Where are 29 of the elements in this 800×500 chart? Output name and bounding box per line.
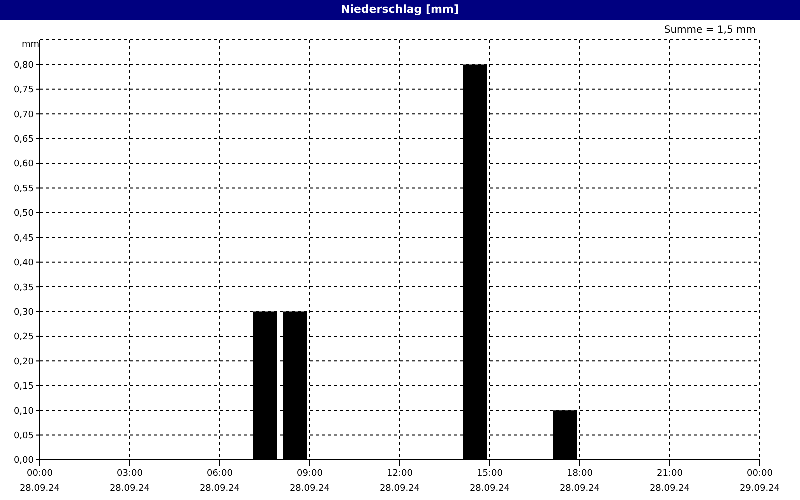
x-tick-label: 00:00 29.09.24 — [740, 469, 780, 494]
x-tick-label: 06:00 28.09.24 — [200, 469, 240, 494]
y-tick-label: 0,30 — [14, 308, 34, 318]
y-tick-label: 0,55 — [14, 184, 34, 194]
y-tick-label: 0,40 — [14, 258, 34, 269]
y-tick-label: 0,10 — [14, 406, 34, 417]
x-tick-label: 03:00 28.09.24 — [110, 469, 150, 494]
y-tick-label: 0,15 — [14, 382, 34, 392]
x-tick-label: 12:00 28.09.24 — [380, 469, 420, 494]
y-tick-label: 0,80 — [14, 60, 34, 71]
x-tick-label: 21:00 28.09.24 — [650, 469, 690, 494]
x-tick-label: 18:00 28.09.24 — [560, 469, 600, 494]
text: Summe = 1,5 mm — [664, 25, 756, 36]
y-tick-label: 0,65 — [14, 135, 34, 146]
y-tick-label: 0,60 — [14, 160, 34, 170]
x-tick-label: 15:00 28.09.24 — [470, 469, 510, 494]
x-tick-label: 09:00 28.09.24 — [290, 469, 330, 494]
y-tick-label: 0,70 — [14, 110, 34, 120]
x-tick-label: 00:00 28.09.24 — [20, 469, 60, 494]
y-tick-label: 0,20 — [14, 357, 34, 368]
y-tick-label: 0,35 — [14, 283, 34, 294]
y-tick-label: 0,45 — [14, 234, 34, 244]
y-axis-title: mm — [22, 40, 40, 50]
y-tick-label: 0,75 — [14, 86, 34, 96]
y-tick-label: 0,05 — [14, 431, 34, 442]
y-tick-label: 0,25 — [14, 332, 34, 343]
y-tick-label: 0,50 — [14, 209, 34, 220]
y-tick-label: 0,00 — [14, 456, 34, 466]
chart-title: Niederschlag [mm] — [0, 0, 800, 20]
